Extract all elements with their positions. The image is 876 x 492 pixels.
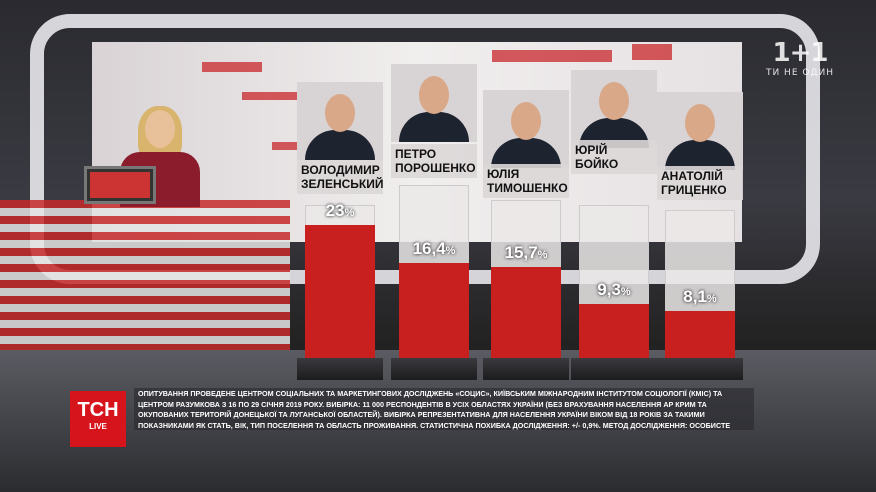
bar-base	[657, 358, 743, 380]
candidate-photo	[483, 90, 569, 168]
bar-value-label: 16,4%	[412, 238, 456, 258]
candidate-photo	[571, 70, 657, 148]
bar-base	[483, 358, 569, 380]
bar-base	[391, 358, 477, 380]
bar	[491, 266, 561, 358]
bar-value-label: 15,7%	[504, 242, 548, 262]
candidate-name: Юрій Бойко	[571, 140, 657, 174]
bar-value-label: 8,1%	[683, 287, 717, 307]
channel-logo: 1+1 ТИ НЕ ОДИН	[765, 38, 834, 78]
bar-base	[297, 358, 383, 380]
bar	[579, 304, 649, 358]
bar	[665, 311, 735, 358]
candidate-photo	[391, 64, 477, 142]
laptop	[84, 166, 156, 204]
anchor-desk	[0, 200, 290, 350]
survey-footnote: Опитування проведене Центром соціальних …	[134, 388, 754, 430]
candidate-name: Анатолій Гриценко	[657, 166, 743, 200]
candidate-name: Петро Порошенко	[391, 144, 477, 178]
tsn-logo: ТСН LIVE	[70, 391, 126, 447]
bar	[399, 262, 469, 358]
candidate-photo	[657, 92, 743, 170]
candidate-photo	[297, 82, 383, 160]
candidate-name: Володимир Зеленський	[297, 160, 383, 194]
bar-value-label: 9,3%	[597, 280, 631, 300]
bar-value-label: 23%	[325, 200, 355, 220]
bar	[305, 224, 375, 358]
bar-base	[571, 358, 657, 380]
candidate-name: Юлія Тимошенко	[483, 164, 569, 198]
